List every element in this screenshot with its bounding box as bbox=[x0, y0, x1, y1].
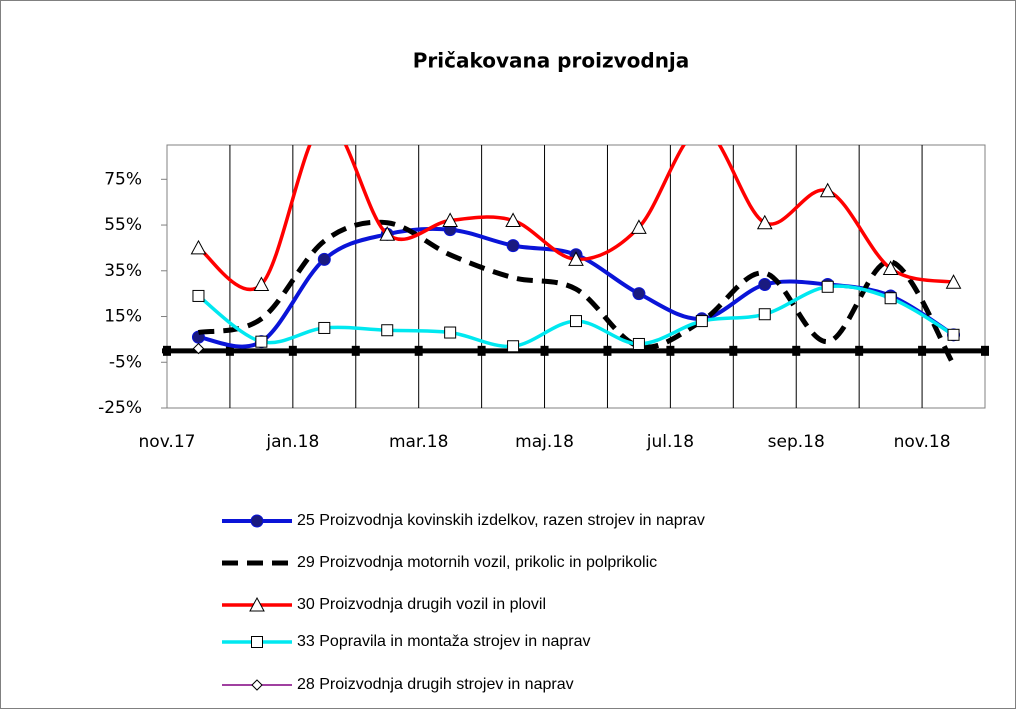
marker bbox=[882, 260, 899, 275]
legend-marker bbox=[251, 679, 263, 691]
marker bbox=[758, 278, 772, 292]
axis-tick bbox=[225, 345, 234, 356]
axis-tick bbox=[855, 345, 864, 356]
marker bbox=[758, 308, 771, 321]
legend-label: 28 Proizvodnja drugih strojev in naprav bbox=[297, 676, 574, 693]
y-tick-label: -25% bbox=[98, 398, 142, 418]
plot-area bbox=[166, 144, 986, 409]
legend-marker bbox=[250, 514, 264, 528]
chart-title: Pričakovana proizvodnja bbox=[413, 49, 690, 73]
marker bbox=[945, 274, 962, 289]
axis-tick bbox=[666, 345, 675, 356]
legend-marker bbox=[251, 636, 263, 648]
marker bbox=[381, 324, 394, 337]
axis-tick bbox=[288, 345, 297, 356]
marker bbox=[190, 239, 207, 255]
marker bbox=[695, 315, 708, 328]
marker bbox=[947, 328, 960, 341]
legend-label: 33 Popravila in montaža strojev in napra… bbox=[297, 633, 591, 650]
axis-tick bbox=[351, 345, 360, 356]
marker bbox=[317, 252, 331, 266]
axis-tick bbox=[477, 345, 486, 356]
legend-label: 30 Proizvodnja drugih vozil in plovil bbox=[297, 596, 546, 613]
axis-tick bbox=[792, 345, 801, 356]
axis-tick bbox=[918, 345, 927, 356]
legend-label: 25 Proizvodnja kovinskih izdelkov, razen… bbox=[297, 512, 705, 529]
marker bbox=[253, 276, 270, 292]
axis-tick bbox=[603, 345, 612, 356]
marker bbox=[819, 182, 836, 198]
marker bbox=[318, 321, 331, 334]
series-line bbox=[197, 219, 956, 366]
marker bbox=[821, 280, 834, 293]
axis-tick bbox=[729, 345, 738, 356]
x-tick-label: maj.18 bbox=[515, 432, 574, 452]
marker bbox=[632, 287, 646, 301]
marker bbox=[570, 315, 582, 328]
legend-marker bbox=[249, 596, 265, 612]
marker bbox=[442, 212, 458, 227]
y-tick-label: -5% bbox=[109, 352, 142, 372]
axis-tick bbox=[540, 345, 549, 356]
marker bbox=[632, 337, 645, 350]
marker bbox=[192, 342, 205, 355]
marker bbox=[568, 251, 584, 266]
marker bbox=[192, 289, 205, 302]
x-tick-label: mar.18 bbox=[389, 432, 448, 452]
y-tick-label: 55% bbox=[104, 215, 142, 235]
y-tick-label: 15% bbox=[104, 307, 142, 327]
marker bbox=[507, 340, 520, 353]
axis-tick bbox=[414, 345, 423, 356]
marker bbox=[379, 226, 396, 241]
marker bbox=[631, 219, 647, 234]
marker bbox=[444, 326, 457, 339]
marker bbox=[506, 239, 520, 253]
y-tick-label: 75% bbox=[104, 169, 142, 189]
x-tick-label: nov.18 bbox=[894, 432, 951, 452]
marker bbox=[884, 292, 897, 305]
y-tick-label: 35% bbox=[104, 261, 142, 281]
marker bbox=[505, 212, 521, 227]
x-tick-label: sep.18 bbox=[768, 432, 825, 452]
x-tick-label: jan.18 bbox=[265, 432, 319, 452]
x-tick-label: jul.18 bbox=[646, 432, 694, 452]
axis-tick bbox=[981, 345, 989, 356]
legend-label: 29 Proizvodnja motornih vozil, prikolic … bbox=[297, 554, 657, 571]
axis-tick bbox=[163, 345, 171, 356]
plot-lines bbox=[190, 145, 962, 366]
marker bbox=[756, 214, 773, 230]
marker bbox=[255, 335, 268, 348]
x-tick-label: nov.17 bbox=[139, 432, 196, 452]
